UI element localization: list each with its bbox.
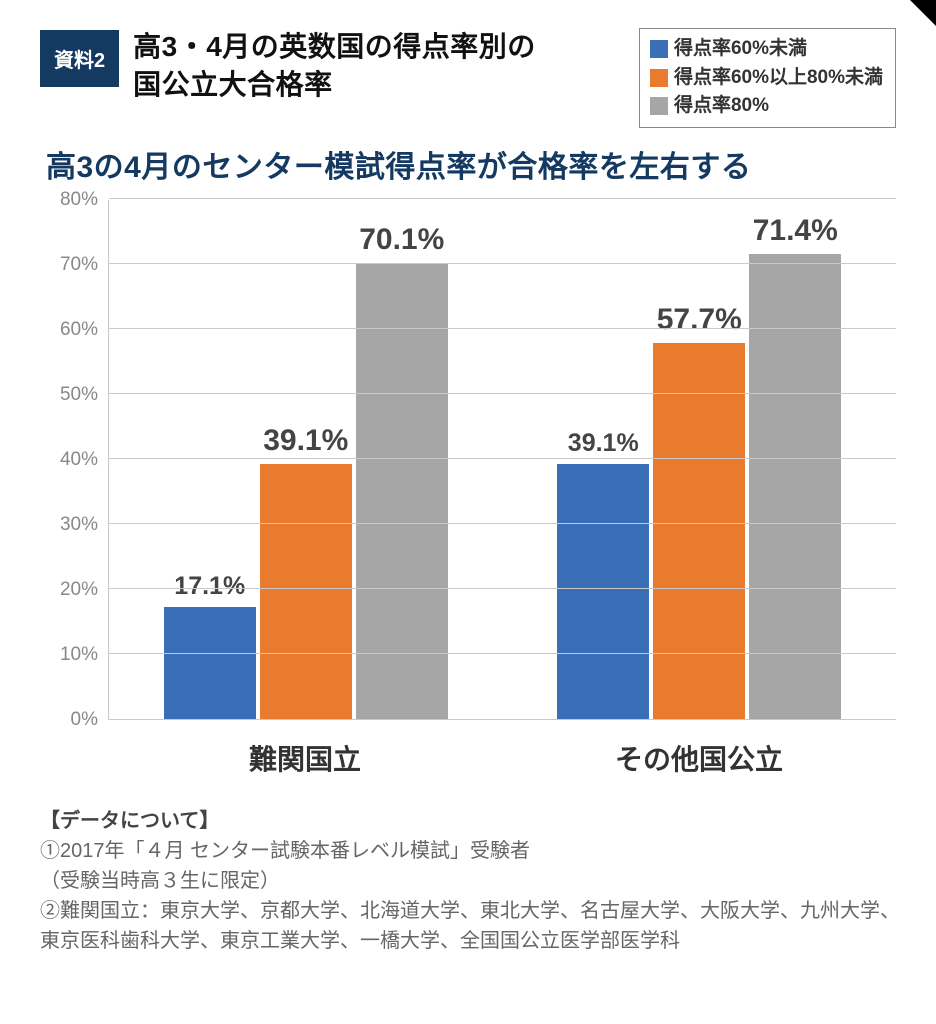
ytick-label: 70% bbox=[60, 254, 98, 276]
ytick-label: 40% bbox=[60, 449, 98, 471]
gridline bbox=[109, 393, 896, 394]
x-axis-labels: 難関国立その他国公立 bbox=[108, 738, 896, 778]
gridline bbox=[109, 458, 896, 459]
legend-swatch bbox=[650, 40, 668, 58]
bar-value-label: 39.1% bbox=[568, 429, 639, 458]
bar-value-label: 39.1% bbox=[263, 424, 348, 458]
data-notes: 【データについて】 ①2017年「４月 センター試験本番レベル模試」受験者（受験… bbox=[40, 806, 896, 956]
title-line-1: 高3・4月の英数国の得点率別の bbox=[133, 31, 536, 62]
ytick-label: 0% bbox=[71, 709, 98, 731]
ytick-label: 20% bbox=[60, 579, 98, 601]
bar: 57.7% bbox=[653, 343, 745, 718]
ytick-label: 80% bbox=[60, 189, 98, 211]
bar: 71.4% bbox=[749, 254, 841, 718]
x-axis-label: その他国公立 bbox=[502, 738, 896, 778]
notes-title: 【データについて】 bbox=[40, 806, 896, 836]
ytick-label: 30% bbox=[60, 514, 98, 536]
gridline bbox=[109, 653, 896, 654]
chart: 0%10%20%30%40%50%60%70%80% 17.1%39.1%70.… bbox=[46, 200, 896, 720]
legend-item: 得点率80% bbox=[650, 92, 883, 121]
material-badge: 資料2 bbox=[40, 30, 119, 87]
legend-label: 得点率60%以上80%未満 bbox=[674, 64, 883, 93]
bar-value-label: 57.7% bbox=[657, 303, 742, 337]
plot-area: 17.1%39.1%70.1%39.1%57.7%71.4% bbox=[108, 200, 896, 720]
bar: 39.1% bbox=[557, 464, 649, 718]
gridline bbox=[109, 588, 896, 589]
legend-swatch bbox=[650, 69, 668, 87]
legend-swatch bbox=[650, 97, 668, 115]
legend-label: 得点率60%未満 bbox=[674, 35, 807, 64]
gridline bbox=[109, 523, 896, 524]
legend-item: 得点率60%以上80%未満 bbox=[650, 64, 883, 93]
bar: 17.1% bbox=[164, 607, 256, 718]
ytick-label: 10% bbox=[60, 644, 98, 666]
bar-group: 39.1%57.7%71.4% bbox=[503, 200, 897, 719]
legend-label: 得点率80% bbox=[674, 92, 769, 121]
legend-item: 得点率60%未満 bbox=[650, 35, 883, 64]
gridline bbox=[109, 198, 896, 199]
notes-line: （受験当時高３生に限定） bbox=[40, 866, 896, 896]
bar: 70.1% bbox=[356, 263, 448, 719]
main-title: 高3・4月の英数国の得点率別の 国公立大合格率 bbox=[133, 28, 625, 104]
notes-body: ①2017年「４月 センター試験本番レベル模試」受験者（受験当時高３生に限定）②… bbox=[40, 836, 896, 956]
corner-decoration bbox=[910, 0, 936, 26]
subtitle: 高3の4月のセンター模試得点率が合格率を左右する bbox=[46, 142, 896, 186]
header: 資料2 高3・4月の英数国の得点率別の 国公立大合格率 得点率60%未満得点率6… bbox=[40, 28, 896, 128]
gridline bbox=[109, 263, 896, 264]
title-line-2: 国公立大合格率 bbox=[133, 69, 333, 100]
notes-line: ②難関国立：東京大学、京都大学、北海道大学、東北大学、名古屋大学、大阪大学、九州… bbox=[40, 896, 896, 956]
bar-groups: 17.1%39.1%70.1%39.1%57.7%71.4% bbox=[109, 200, 896, 719]
bar: 39.1% bbox=[260, 464, 352, 718]
bar-value-label: 70.1% bbox=[359, 223, 444, 257]
bar-value-label: 71.4% bbox=[753, 214, 838, 248]
notes-line: ①2017年「４月 センター試験本番レベル模試」受験者 bbox=[40, 836, 896, 866]
legend: 得点率60%未満得点率60%以上80%未満得点率80% bbox=[639, 28, 896, 128]
ytick-label: 60% bbox=[60, 319, 98, 341]
ytick-label: 50% bbox=[60, 384, 98, 406]
x-axis-label: 難関国立 bbox=[108, 738, 502, 778]
bar-group: 17.1%39.1%70.1% bbox=[109, 200, 503, 719]
y-axis: 0%10%20%30%40%50%60%70%80% bbox=[46, 200, 108, 720]
gridline bbox=[109, 328, 896, 329]
